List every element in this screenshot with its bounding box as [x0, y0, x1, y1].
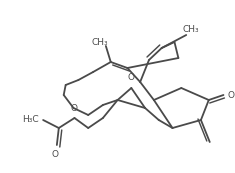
Text: H₃C: H₃C	[23, 116, 39, 125]
Text: CH₃: CH₃	[183, 25, 200, 34]
Text: CH₃: CH₃	[92, 38, 108, 47]
Text: O: O	[227, 90, 234, 99]
Text: O: O	[128, 73, 135, 82]
Text: O: O	[71, 104, 78, 113]
Text: O: O	[51, 150, 58, 159]
